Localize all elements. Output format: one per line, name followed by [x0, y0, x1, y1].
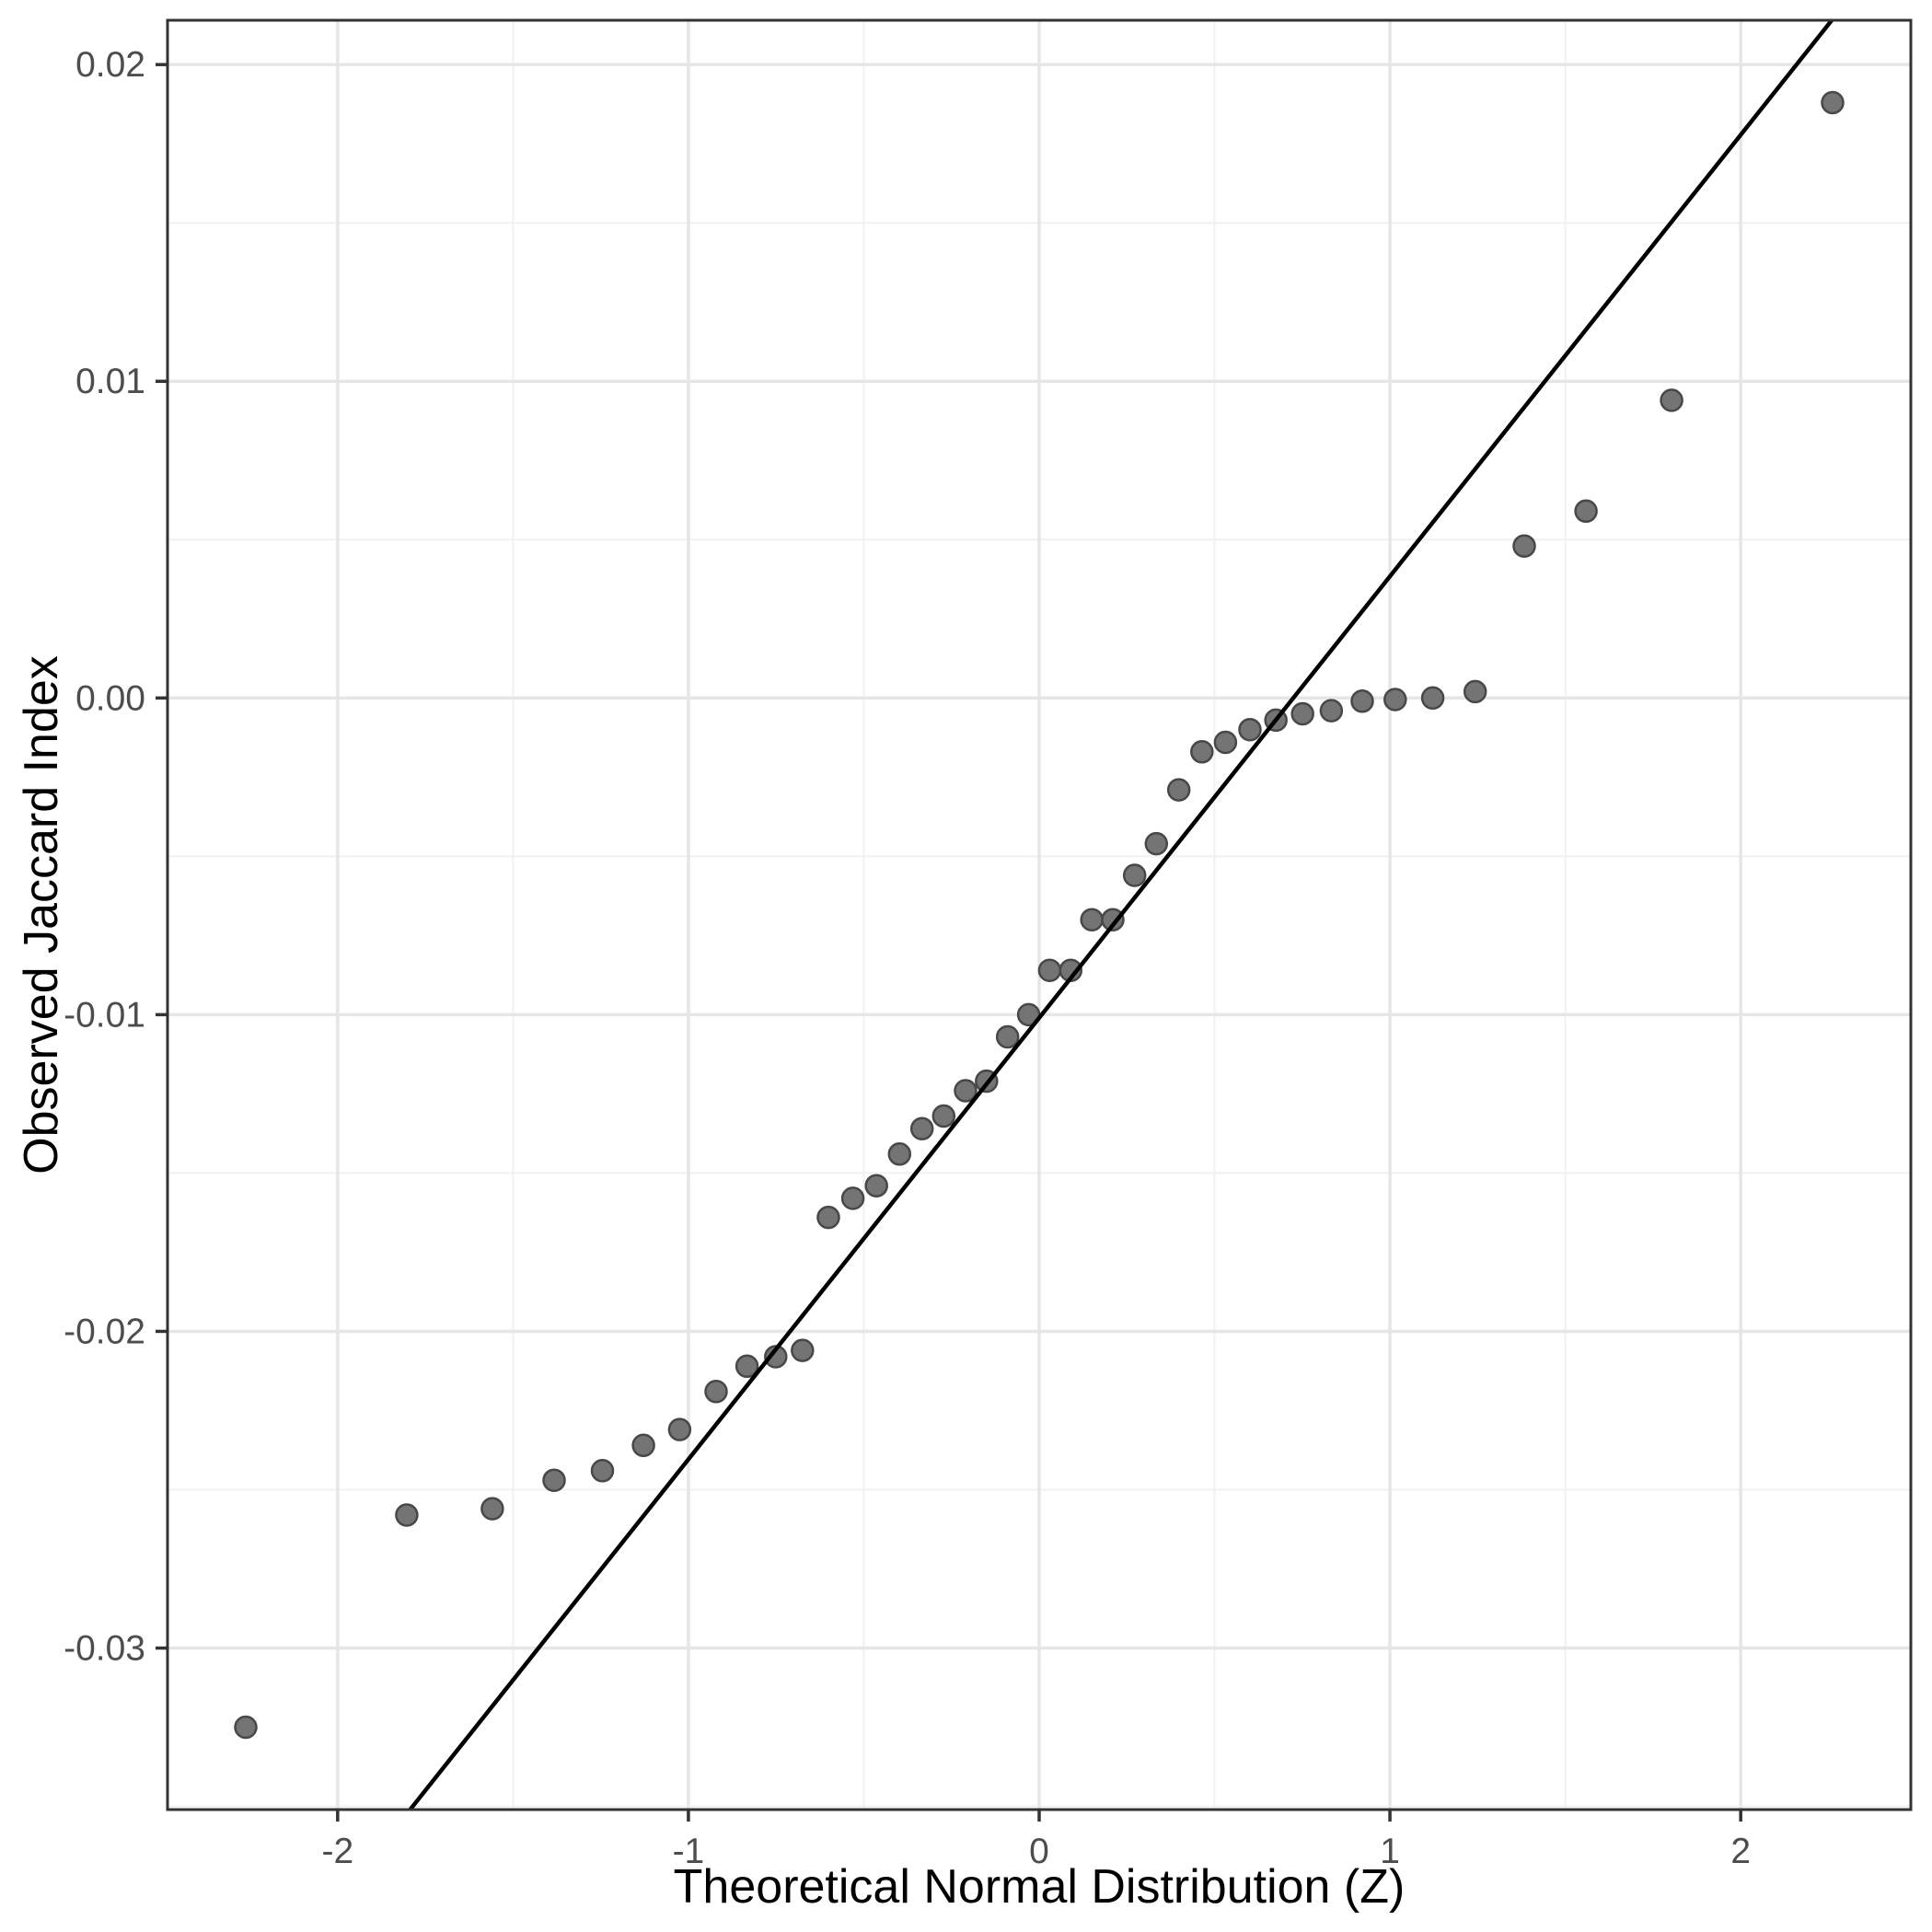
data-point	[234, 1715, 258, 1740]
data-point	[395, 1503, 419, 1527]
data-point	[1420, 686, 1445, 711]
data-point	[1463, 679, 1487, 704]
x-axis-tick-label: 2	[1730, 1832, 1751, 1871]
scatter-points	[234, 90, 1845, 1740]
data-point	[909, 1116, 934, 1140]
y-axis-tick-label: 0.00	[75, 678, 145, 718]
qq-reference-line	[408, 18, 1834, 1811]
x-axis-tick-label: 1	[1380, 1832, 1400, 1871]
data-point	[1512, 534, 1536, 558]
x-axis-tick-label: -2	[321, 1832, 353, 1871]
y-axis-tick-label: 0.01	[75, 362, 145, 401]
data-point	[816, 1205, 840, 1230]
data-point	[1122, 863, 1147, 887]
data-point	[1319, 699, 1344, 723]
data-point	[1821, 90, 1845, 115]
data-point	[1238, 717, 1262, 742]
data-point	[1037, 958, 1062, 982]
data-point	[864, 1174, 888, 1197]
data-point	[735, 1354, 759, 1379]
data-point	[480, 1497, 504, 1521]
data-point	[840, 1186, 865, 1210]
data-point	[1190, 740, 1214, 764]
data-point	[1080, 908, 1104, 931]
y-axis-tick-label: -0.02	[64, 1312, 145, 1351]
data-point	[542, 1468, 566, 1492]
x-axis-tick-label: -1	[673, 1832, 705, 1871]
data-point	[1350, 689, 1374, 713]
data-point	[590, 1459, 615, 1483]
axis-tick-labels: -2 -1 0 1 2 0.02 0.01 0.00 -0.01 -0.02 -0.03	[64, 45, 1751, 1871]
x-axis-tick-label: 0	[1029, 1832, 1049, 1871]
data-point	[1213, 730, 1238, 755]
data-point	[1660, 388, 1683, 412]
data-point	[995, 1024, 1020, 1049]
grid-major	[168, 20, 1911, 1810]
data-point	[667, 1417, 692, 1441]
y-axis-tick-label: -0.03	[64, 1629, 145, 1669]
data-point	[954, 1079, 978, 1103]
y-axis-tick-label: -0.01	[64, 995, 145, 1035]
y-axis-tick-label: 0.02	[75, 45, 145, 85]
data-point	[704, 1380, 728, 1404]
data-point	[1383, 688, 1407, 711]
data-point	[1101, 908, 1125, 931]
data-point	[1290, 701, 1314, 726]
data-point	[931, 1104, 956, 1128]
axis-ticks	[156, 63, 1742, 1822]
data-point	[1144, 831, 1169, 856]
data-point	[791, 1338, 815, 1362]
data-point	[1166, 778, 1191, 802]
y-axis-title: Observed Jaccard Index	[15, 655, 68, 1174]
data-point	[1574, 499, 1598, 524]
x-axis-title: Theoretical Normal Distribution (Z)	[673, 1860, 1406, 1914]
data-point	[887, 1142, 912, 1166]
data-point	[631, 1433, 655, 1458]
